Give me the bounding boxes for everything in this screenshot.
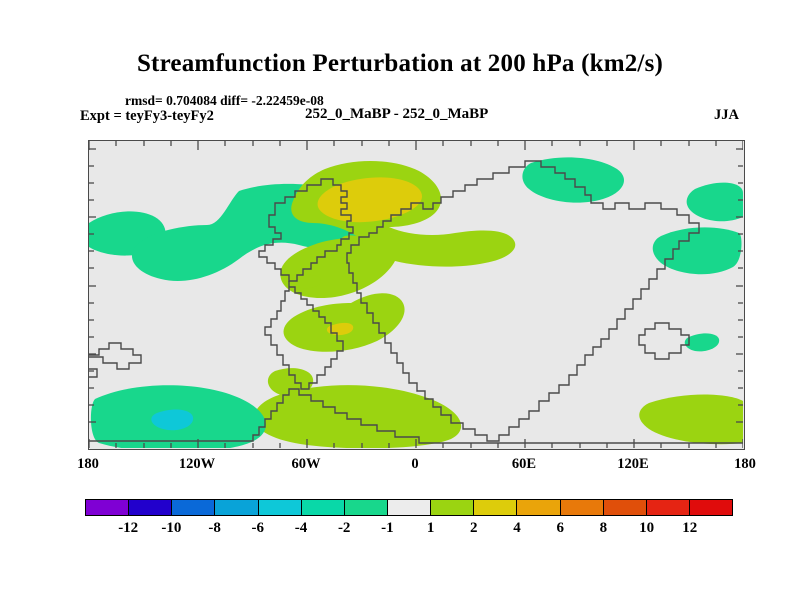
bottom-ticks (89, 439, 743, 448)
colorbar-tick-label-9: 4 (513, 520, 521, 536)
south-atlantic-positive-core (326, 322, 354, 336)
eurasia-positive-core (317, 177, 423, 223)
coastline-australia (638, 322, 690, 360)
season-label: JJA (714, 107, 739, 123)
colorbar-band-13 (645, 500, 689, 515)
colorbar-tick-label-7: 1 (426, 520, 435, 536)
x-tick-label-180w: 180 (77, 456, 99, 472)
colorbar-tick-label-2: -8 (208, 520, 221, 536)
coastline-americas (258, 178, 354, 282)
south-atlantic-positive-blob (283, 293, 405, 352)
x-tick-label-0: 0 (411, 456, 419, 472)
colorbar-band-5 (300, 500, 344, 515)
south-pacific-negative-core (151, 409, 194, 431)
indian-ocean-negative-edge (639, 394, 743, 445)
southeast-small-patch (684, 333, 720, 352)
colorbar-tick-label-6: -1 (381, 520, 394, 536)
x-tick-label-180e: 180 (734, 456, 756, 472)
map-canvas (89, 141, 743, 448)
colorbar-band-10 (516, 500, 560, 515)
coastline-west-fragment (89, 342, 142, 370)
colorbar-tick-label-8: 2 (470, 520, 478, 536)
colorbar (85, 499, 733, 516)
coastline-south-america (264, 281, 344, 390)
equatorial-atlantic-small-patch (292, 274, 321, 289)
colorbar-band-3 (214, 500, 258, 515)
east-asia-negative-patch-2 (652, 227, 742, 275)
coastline-layer (89, 160, 743, 444)
colorbar-tick-label-1: -10 (161, 520, 182, 536)
colorbar-tick-label-10: 6 (556, 520, 564, 536)
colorbar-band-7 (386, 500, 431, 515)
north-atlantic-negative-blob (522, 157, 625, 203)
colorbar-band-9 (473, 500, 517, 515)
top-ticks (89, 141, 743, 150)
page-title: Streamfunction Perturbation at 200 hPa (… (136, 50, 664, 77)
coastline-africa-eurasia (346, 160, 700, 442)
colorbar-band-2 (171, 500, 215, 515)
colorbar-band-14 (688, 500, 733, 515)
colorbar-band-1 (128, 500, 172, 515)
east-asia-negative-patch (686, 182, 743, 222)
colorbar-tick-label-12: 10 (639, 520, 655, 536)
colorbar-band-8 (430, 500, 474, 515)
x-tick-label-60w: 60W (291, 456, 321, 472)
colorbar-band-4 (257, 500, 301, 515)
contour-fill-layer (89, 157, 743, 448)
map-plot-area (88, 140, 745, 450)
colorbar-tick-label-13: 12 (682, 520, 698, 536)
colorbar-tick-label-5: -2 (337, 520, 351, 536)
right-ticks (736, 148, 743, 423)
colorbar-band-6 (343, 500, 387, 515)
left-ticks (89, 148, 96, 423)
x-tick-label-60e: 60E (511, 456, 537, 472)
coastline-sw-fragment (89, 368, 98, 378)
inner-tick-layer (89, 141, 743, 448)
x-tick-label-120w: 120W (178, 456, 216, 472)
colorbar-band-12 (602, 500, 646, 515)
colorbar-tick-label-11: 8 (599, 520, 608, 536)
southern-ocean-positive-band (253, 385, 462, 448)
x-tick-label-120e: 120E (617, 456, 649, 472)
colorbar-tick-label-3: -6 (251, 520, 265, 536)
experiment-label: Expt = teyFy3-teyFy2 (80, 108, 214, 124)
colorbar-band-0 (86, 500, 129, 515)
colorbar-tick-label-4: -4 (294, 520, 308, 536)
colorbar-tick-label-0: -12 (118, 520, 139, 536)
coastline-antarctica (89, 388, 743, 444)
colorbar-band-11 (559, 500, 603, 515)
case-pair-label: 252_0_MaBP - 252_0_MaBP (305, 106, 489, 122)
rmsd-stat-label: rmsd= 0.704084 diff= -2.22459e-08 (125, 93, 324, 108)
